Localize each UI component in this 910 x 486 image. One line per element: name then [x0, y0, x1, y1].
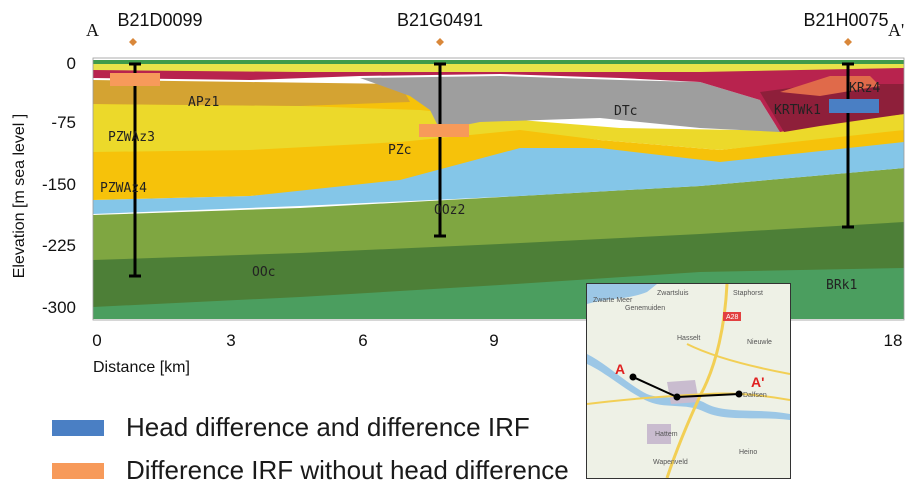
map-place: Staphorst — [733, 290, 763, 297]
map-urban — [667, 380, 699, 404]
head-and-irf-filter — [829, 99, 879, 113]
geological-section — [93, 60, 904, 319]
layer-ooc — [93, 220, 904, 307]
x-tick-label: 18 — [884, 331, 903, 350]
legend-swatch — [52, 462, 104, 479]
well-name: B21G0491 — [397, 10, 483, 30]
map-road — [686, 343, 790, 375]
irf-only-filter — [110, 73, 160, 86]
section-trace — [632, 376, 678, 398]
a28-shield — [723, 312, 741, 321]
legend-label: Head difference and difference IRF — [126, 412, 530, 442]
x-tick-label: 0 — [92, 331, 101, 350]
x-axis: 0 3 6 9 18 Distance [km] — [92, 331, 902, 376]
well-marker-icon — [436, 38, 444, 46]
map-label-a: A — [615, 361, 625, 377]
boreholes — [129, 62, 854, 278]
unit-label: PZc — [388, 143, 411, 158]
y-axis: 0 -75 -150 -225 -300 Elevation [m sea le… — [11, 54, 76, 317]
x-tick-label: 6 — [358, 331, 367, 350]
y-tick-label: 0 — [67, 54, 76, 73]
y-axis-label: Elevation [m sea level ] — [11, 114, 28, 279]
layer-kr — [93, 66, 904, 132]
layer-pzc — [93, 102, 904, 152]
well-marker-icon — [844, 38, 852, 46]
legend-label: Difference IRF without head difference — [126, 455, 569, 485]
map-water — [587, 284, 657, 304]
unit-label: KRTWk1 — [774, 103, 821, 118]
legend-swatch — [52, 419, 104, 436]
y-tick-label: -150 — [42, 175, 76, 194]
well-name: B21D0099 — [117, 10, 202, 30]
layer-apz1 — [93, 80, 410, 106]
map-point — [735, 390, 743, 398]
unit-label: OOc — [252, 265, 275, 280]
map-place: Genemuiden — [625, 305, 665, 312]
map-urban — [647, 424, 671, 444]
unit-label: BRk1 — [826, 278, 857, 293]
x-tick-label: 3 — [226, 331, 235, 350]
section-trace — [676, 393, 740, 398]
x-tick-label: 9 — [489, 331, 498, 350]
well-marker-icon — [129, 38, 137, 46]
location-map: A A' Zwarte Meer Zwartsluis Staphorst Ge… — [586, 283, 791, 479]
well-name: B21H0075 — [803, 10, 888, 30]
layer-ooz2 — [93, 168, 904, 260]
map-place: Hattem — [655, 431, 678, 438]
map-road — [587, 392, 790, 405]
map-place: Nieuwle — [747, 339, 772, 346]
legend-item-irf-only: Difference IRF without head difference — [52, 455, 569, 486]
section-end-label: A' — [888, 20, 904, 40]
y-tick-label: -75 — [51, 113, 76, 132]
layer-surface-green — [93, 60, 904, 64]
map-place: Zwarte Meer — [593, 297, 633, 304]
map-place: Wapenveld — [653, 459, 688, 466]
map-point — [673, 393, 681, 401]
map-place: Zwartsluis — [657, 290, 689, 297]
irf-only-filter — [419, 124, 469, 137]
unit-label: DTc — [614, 104, 637, 119]
map-place: Dalfsen — [743, 392, 767, 399]
legend-item-head-and-irf: Head difference and difference IRF — [52, 412, 530, 443]
layer-dtc — [360, 76, 780, 132]
layer-krz4 — [780, 76, 880, 96]
section-start-label: A — [86, 20, 99, 40]
y-tick-label: -225 — [42, 236, 76, 255]
unit-label: OOz2 — [434, 203, 465, 218]
x-axis-label: Distance [km] — [93, 359, 190, 376]
map-place: Hasselt — [677, 335, 700, 342]
y-tick-label: -300 — [42, 298, 76, 317]
map-place: A28 — [726, 314, 739, 321]
map-label-a-prime: A' — [751, 374, 764, 390]
map-point — [629, 373, 637, 381]
unit-label: PZWAz4 — [100, 181, 147, 196]
unit-label: PZWAz3 — [108, 130, 155, 145]
unit-label: KRz4 — [849, 81, 880, 96]
unit-label: APz1 — [188, 95, 219, 110]
plot-frame — [92, 57, 905, 321]
map-place: Heino — [739, 449, 757, 456]
map-water — [587, 354, 790, 420]
